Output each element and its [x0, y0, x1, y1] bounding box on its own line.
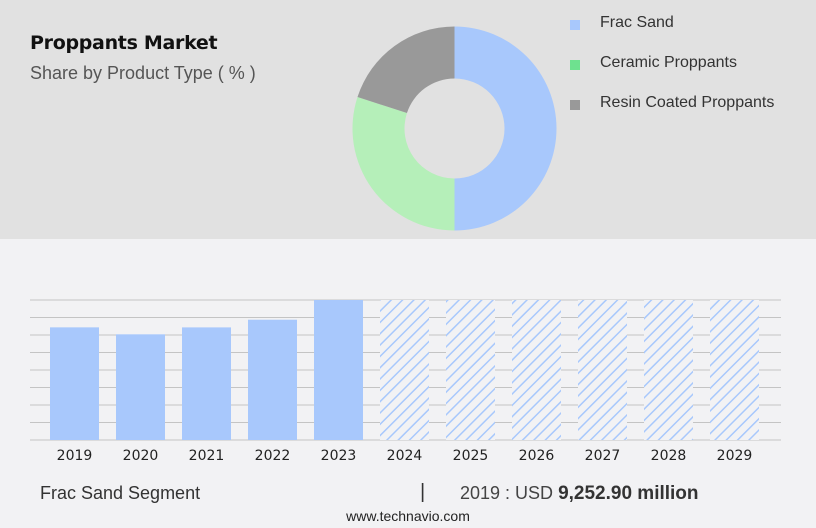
bar-2020 — [116, 334, 165, 440]
chart-subtitle: Share by Product Type ( % ) — [30, 63, 256, 83]
bar-2024 — [380, 300, 429, 440]
bar-2029 — [710, 300, 759, 440]
footer-separator: | — [420, 481, 426, 503]
x-tick-label: 2028 — [651, 448, 687, 464]
bar-2025 — [446, 300, 495, 440]
site-url: www.technavio.com — [346, 508, 470, 524]
chart-title: Proppants Market — [30, 32, 218, 54]
bar-2027 — [578, 300, 627, 440]
x-tick-label: 2020 — [123, 448, 159, 464]
donut-slice-resin-coated-proppants — [357, 26, 455, 114]
x-tick-label: 2029 — [717, 448, 753, 464]
legend-label: Resin Coated Proppants — [600, 94, 775, 111]
x-tick-label: 2023 — [321, 448, 357, 464]
segment-value: 2019 : USD 9,252.90 million — [460, 483, 699, 505]
x-tick-label: 2024 — [387, 448, 423, 464]
x-tick-label: 2026 — [519, 448, 555, 464]
x-tick-label: 2025 — [453, 448, 489, 464]
donut-slice-frac-sand — [454, 26, 557, 231]
value-amount: 9,252.90 million — [558, 483, 699, 504]
donut-chart — [352, 26, 557, 231]
x-tick-label: 2027 — [585, 448, 621, 464]
x-tick-label: 2022 — [255, 448, 291, 464]
legend-swatch-icon — [570, 100, 580, 110]
legend-swatch-icon — [570, 20, 580, 30]
value-prefix: 2019 : USD — [460, 483, 559, 503]
legend-label: Frac Sand — [600, 14, 674, 31]
bar-2022 — [248, 319, 297, 440]
bar-2023 — [314, 300, 363, 440]
x-tick-label: 2021 — [189, 448, 225, 464]
legend-swatch-icon — [570, 60, 580, 70]
bar-2028 — [644, 300, 693, 440]
donut-slice-ceramic-proppants — [352, 96, 455, 231]
bar-2021 — [182, 327, 231, 440]
bar-chart: 2019 2020 2021 2022 2023 2024 2025 2026 2027 2028… — [30, 299, 781, 464]
legend-label: Ceramic Proppants — [600, 54, 737, 71]
x-tick-label: 2019 — [57, 448, 93, 464]
bar-2026 — [512, 300, 561, 440]
segment-label: Frac Sand Segment — [40, 483, 201, 503]
bar-2019 — [50, 327, 99, 440]
